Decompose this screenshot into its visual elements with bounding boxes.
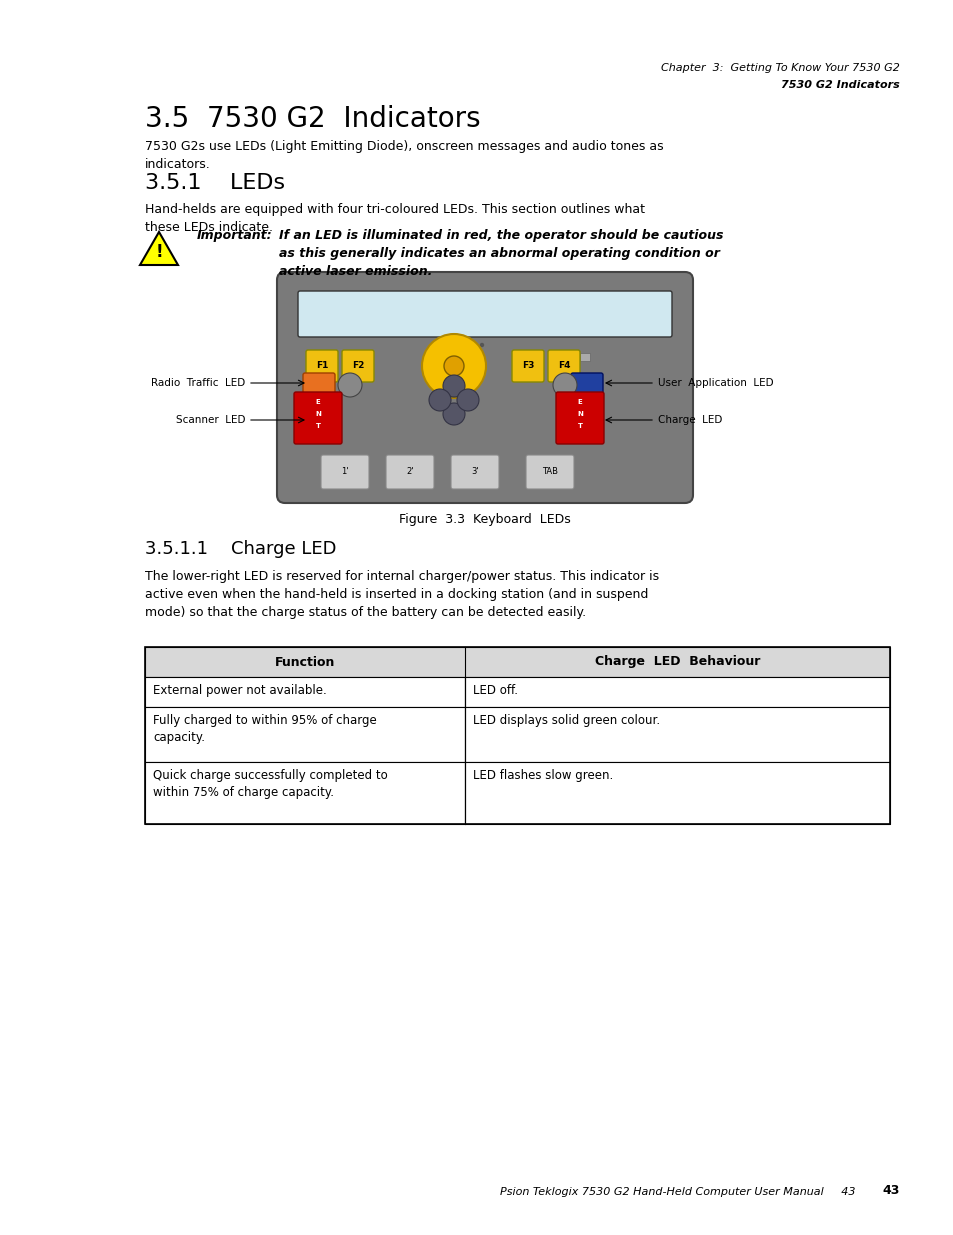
- FancyBboxPatch shape: [306, 350, 337, 382]
- FancyBboxPatch shape: [547, 350, 579, 382]
- Circle shape: [442, 375, 464, 396]
- Circle shape: [429, 389, 451, 411]
- Text: F2: F2: [352, 362, 364, 370]
- Circle shape: [337, 373, 361, 396]
- Bar: [145, 647, 889, 677]
- Bar: [465, 706, 889, 762]
- Bar: [465, 762, 889, 824]
- Bar: [145, 677, 465, 706]
- Circle shape: [421, 333, 485, 398]
- Bar: [145, 762, 465, 824]
- Text: Important:: Important:: [196, 228, 273, 242]
- Bar: [145, 647, 889, 824]
- Text: Function: Function: [274, 656, 335, 668]
- Text: !: !: [155, 243, 163, 261]
- Text: 3.5  7530 G2  Indicators: 3.5 7530 G2 Indicators: [145, 105, 480, 133]
- Circle shape: [456, 389, 478, 411]
- Text: The lower-right LED is reserved for internal charger/power status. This indicato: The lower-right LED is reserved for inte…: [145, 571, 659, 619]
- Text: E: E: [315, 399, 320, 405]
- Text: 3': 3': [471, 468, 478, 477]
- Text: 3.5.1.1    Charge LED: 3.5.1.1 Charge LED: [145, 540, 336, 558]
- FancyBboxPatch shape: [341, 350, 374, 382]
- Text: LED off.: LED off.: [473, 684, 517, 697]
- Text: Hand-helds are equipped with four tri-coloured LEDs. This section outlines what
: Hand-helds are equipped with four tri-co…: [145, 203, 644, 233]
- Text: 2': 2': [406, 468, 414, 477]
- Circle shape: [553, 373, 577, 396]
- Text: If an LED is illuminated in red, the operator should be cautious
as this general: If an LED is illuminated in red, the ope…: [278, 228, 722, 278]
- FancyBboxPatch shape: [512, 350, 543, 382]
- Text: T: T: [577, 424, 582, 429]
- Bar: [579, 353, 589, 361]
- Polygon shape: [140, 232, 178, 266]
- Circle shape: [442, 403, 464, 425]
- FancyBboxPatch shape: [297, 291, 671, 337]
- Text: External power not available.: External power not available.: [152, 684, 327, 697]
- FancyBboxPatch shape: [451, 454, 498, 489]
- Circle shape: [452, 345, 457, 350]
- Bar: [325, 353, 335, 361]
- FancyBboxPatch shape: [294, 391, 341, 445]
- Text: Fully charged to within 95% of charge
capacity.: Fully charged to within 95% of charge ca…: [152, 714, 376, 743]
- Text: User  Application  LED: User Application LED: [658, 378, 773, 388]
- FancyBboxPatch shape: [386, 454, 434, 489]
- Text: LED flashes slow green.: LED flashes slow green.: [473, 769, 613, 782]
- Text: Radio  Traffic  LED: Radio Traffic LED: [151, 378, 245, 388]
- Text: Psion Teklogix 7530 G2 Hand-Held Computer User Manual     43: Psion Teklogix 7530 G2 Hand-Held Compute…: [499, 1187, 854, 1197]
- Text: Figure  3.3  Keyboard  LEDs: Figure 3.3 Keyboard LEDs: [398, 513, 570, 526]
- Circle shape: [480, 343, 483, 347]
- Text: Charge  LED  Behaviour: Charge LED Behaviour: [595, 656, 760, 668]
- Text: Charge  LED: Charge LED: [658, 415, 721, 425]
- FancyBboxPatch shape: [556, 391, 603, 445]
- Text: T: T: [315, 424, 320, 429]
- Text: TAB: TAB: [541, 468, 558, 477]
- Bar: [564, 353, 575, 361]
- Text: F1: F1: [315, 362, 328, 370]
- Text: Scanner  LED: Scanner LED: [175, 415, 245, 425]
- Text: N: N: [577, 411, 582, 417]
- Text: N: N: [314, 411, 320, 417]
- Text: 43: 43: [882, 1184, 899, 1197]
- Text: F4: F4: [558, 362, 570, 370]
- Text: F3: F3: [521, 362, 534, 370]
- Text: 7530 G2s use LEDs (Light Emitting Diode), onscreen messages and audio tones as
i: 7530 G2s use LEDs (Light Emitting Diode)…: [145, 140, 663, 170]
- FancyBboxPatch shape: [525, 454, 574, 489]
- Text: 3.5.1    LEDs: 3.5.1 LEDs: [145, 173, 285, 193]
- Circle shape: [460, 343, 463, 347]
- Text: LED displays solid green colour.: LED displays solid green colour.: [473, 714, 659, 727]
- Bar: [310, 353, 319, 361]
- FancyBboxPatch shape: [276, 272, 692, 503]
- Text: 7530 G2 Indicators: 7530 G2 Indicators: [781, 80, 899, 90]
- Text: 1': 1': [341, 468, 349, 477]
- FancyBboxPatch shape: [303, 373, 335, 399]
- Bar: [465, 677, 889, 706]
- Text: E: E: [577, 399, 581, 405]
- Circle shape: [443, 356, 463, 375]
- Text: Quick charge successfully completed to
within 75% of charge capacity.: Quick charge successfully completed to w…: [152, 769, 387, 799]
- Text: Chapter  3:  Getting To Know Your 7530 G2: Chapter 3: Getting To Know Your 7530 G2: [660, 63, 899, 73]
- Bar: [145, 706, 465, 762]
- FancyBboxPatch shape: [571, 373, 602, 399]
- Circle shape: [470, 343, 473, 347]
- FancyBboxPatch shape: [320, 454, 369, 489]
